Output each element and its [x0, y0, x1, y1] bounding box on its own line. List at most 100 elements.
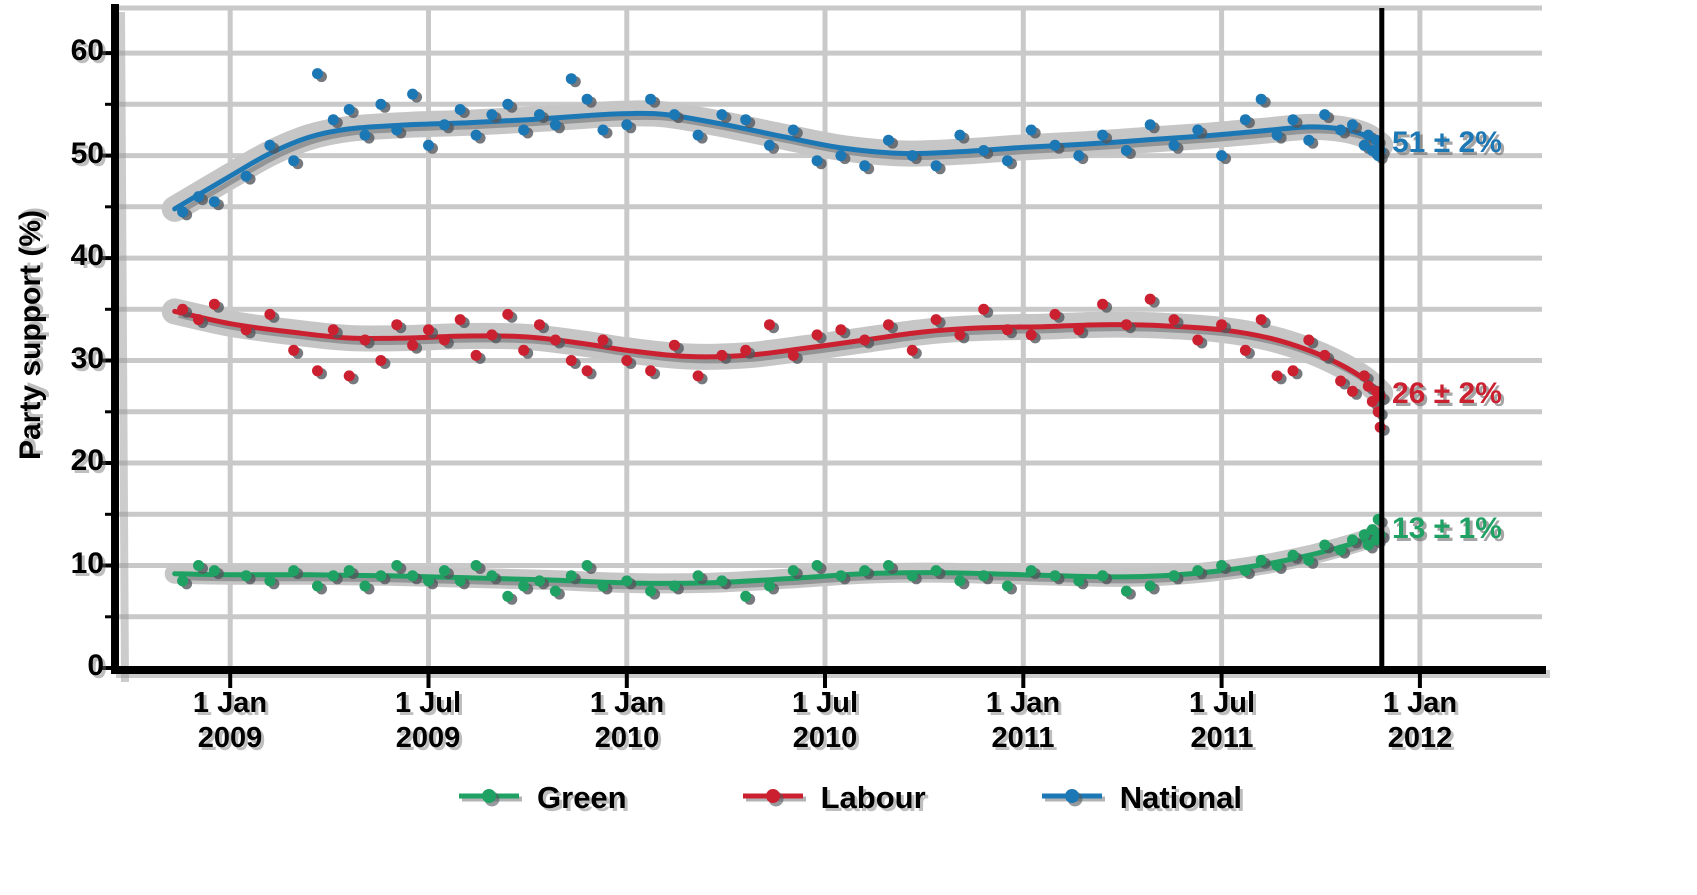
- poll-point-national: [835, 150, 847, 162]
- poll-point-national: [1097, 129, 1109, 141]
- poll-point-national: [1073, 150, 1085, 162]
- poll-point-labour: [692, 370, 704, 382]
- poll-point-national: [470, 129, 482, 141]
- x-tick-label: 1 Jan 2009: [155, 686, 305, 756]
- poll-point-labour: [811, 329, 823, 341]
- poll-point-national: [391, 124, 403, 136]
- poll-point-labour: [1335, 375, 1347, 387]
- poll-point-labour: [502, 308, 514, 320]
- poll-point-labour: [343, 370, 355, 382]
- poll-point-green: [407, 570, 419, 582]
- poll-point-labour: [1216, 319, 1228, 331]
- poll-point-green: [1144, 580, 1156, 592]
- poll-point-green: [835, 570, 847, 582]
- legend: Green Labour National: [0, 780, 1697, 816]
- poll-point-labour: [1271, 370, 1283, 382]
- y-tick-label: 50: [70, 137, 104, 170]
- poll-point-national: [811, 155, 823, 167]
- poll-point-green: [581, 560, 593, 571]
- poll-point-green: [978, 570, 990, 582]
- poll-point-labour: [978, 303, 990, 315]
- poll-point-green: [740, 590, 752, 602]
- poll-point-labour: [177, 303, 189, 315]
- poll-point-green: [312, 580, 323, 592]
- poll-point-labour: [1144, 293, 1156, 305]
- poll-point-green: [375, 570, 387, 582]
- poll-point-green: [359, 580, 371, 592]
- poll-point-green: [1358, 529, 1370, 541]
- poll-point-labour: [1073, 324, 1085, 336]
- poll-point-green: [1347, 534, 1358, 546]
- poll-point-national: [1239, 114, 1251, 126]
- x-tick-label-year: 2009: [395, 722, 461, 754]
- poll-point-labour: [716, 349, 728, 361]
- poll-point-national: [764, 139, 775, 151]
- poll-point-labour: [423, 324, 434, 336]
- poll-point-national: [1216, 150, 1228, 162]
- x-tick-label: 1 Jan 2012: [1345, 686, 1495, 756]
- poll-point-national: [954, 129, 966, 141]
- poll-point-labour: [240, 324, 252, 336]
- poll-point-labour: [565, 355, 577, 366]
- poll-point-green: [716, 575, 728, 587]
- poll-point-labour: [312, 365, 323, 377]
- poll-point-labour: [621, 355, 633, 366]
- poll-point-green: [621, 575, 633, 587]
- poll-point-national: [1303, 134, 1315, 146]
- trend-shadow-national: [177, 114, 1386, 216]
- poll-point-labour: [549, 334, 561, 346]
- poll-point-labour: [1255, 314, 1267, 326]
- poll-point-labour: [740, 344, 752, 356]
- poll-point-national: [1358, 139, 1370, 151]
- poll-point-labour: [1358, 370, 1370, 382]
- legend-item-national: National: [1038, 780, 1242, 816]
- y-tick-label: 10: [70, 547, 104, 580]
- poll-point-labour: [597, 334, 609, 346]
- trend-shadow-green: [178, 534, 1386, 590]
- poll-point-green: [883, 560, 894, 571]
- poll-point-green: [1366, 524, 1378, 536]
- legend-swatch-green-icon: [455, 781, 525, 816]
- poll-point-green: [1002, 580, 1013, 592]
- poll-point-green: [1216, 560, 1228, 571]
- y-tick-label: 0: [87, 649, 104, 682]
- poll-point-green: [240, 570, 252, 582]
- poll-point-national: [1362, 129, 1374, 141]
- poll-point-green: [906, 570, 918, 582]
- poll-point-green: [954, 575, 966, 587]
- poll-point-green: [177, 575, 189, 587]
- poll-point-national: [692, 129, 704, 141]
- poll-point-national: [1192, 124, 1204, 136]
- poll-point-green: [859, 565, 871, 577]
- poll-point-national: [1025, 124, 1037, 136]
- poll-point-national: [859, 160, 871, 172]
- poll-point-national: [621, 119, 633, 131]
- poll-point-national: [1120, 145, 1132, 156]
- poll-point-labour: [1287, 365, 1299, 377]
- poll-point-national: [1002, 155, 1013, 167]
- legend-label-green: Green: [537, 780, 627, 815]
- x-tick-label-year: 2012: [1387, 722, 1453, 754]
- poll-point-labour: [438, 334, 450, 346]
- poll-point-green: [208, 565, 220, 577]
- poll-point-green: [502, 590, 514, 602]
- poll-point-green: [668, 580, 680, 592]
- poll-point-green: [486, 570, 498, 582]
- poll-point-national: [375, 98, 387, 110]
- poll-point-national: [423, 139, 434, 151]
- poll-point-labour: [581, 365, 593, 377]
- annotation-labour: 26 ± 2%: [1392, 377, 1502, 410]
- poll-point-national: [407, 88, 419, 100]
- x-tick-label-date: 1 Jul: [791, 687, 859, 719]
- poll-point-national: [177, 206, 189, 218]
- poll-point-national: [581, 93, 593, 105]
- poll-point-green: [1192, 565, 1204, 577]
- poll-point-green: [1287, 549, 1299, 561]
- trend-shadow-labour: [178, 312, 1386, 400]
- poll-point-labour: [1097, 298, 1109, 310]
- y-tick-label: 20: [70, 444, 104, 477]
- x-tick-label-date: 1 Jan: [192, 687, 268, 719]
- poll-point-green: [597, 580, 609, 592]
- poll-point-national: [264, 139, 276, 151]
- x-tick-label-date: 1 Jan: [1382, 687, 1458, 719]
